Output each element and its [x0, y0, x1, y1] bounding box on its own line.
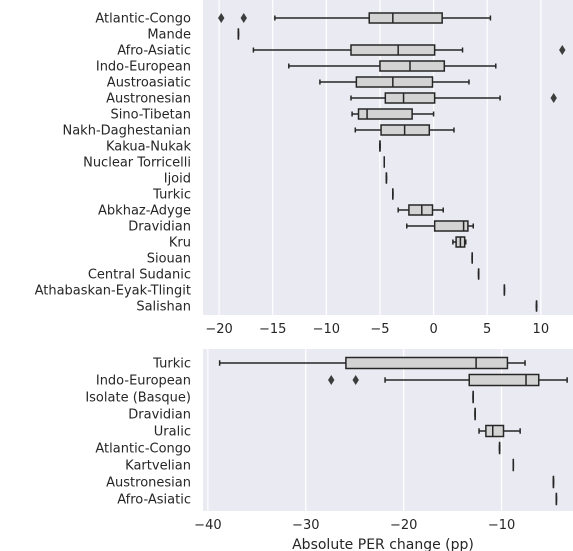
box-nakh-daghestanian	[354, 124, 455, 136]
x-tick-label: −15	[259, 322, 286, 337]
x-tick-label: −20	[390, 518, 417, 533]
category-label: Turkic	[152, 188, 191, 203]
category-label: Turkic	[152, 357, 191, 372]
category-label: Dravidian	[128, 408, 191, 423]
category-label: Ijoid	[164, 172, 191, 187]
x-tick-label: 5	[483, 322, 491, 337]
box-afro-asiatic	[252, 44, 566, 56]
category-label: Salishan	[136, 300, 191, 315]
category-label: Siouan	[147, 252, 191, 267]
category-label: Afro-Asiatic	[117, 493, 191, 508]
category-label: Kartvelian	[125, 459, 191, 474]
x-axis-label: Absolute PER change (pp)	[292, 537, 474, 551]
category-label: Uralic	[154, 425, 191, 440]
x-tick-label: −5	[370, 322, 389, 337]
iqr-box	[357, 108, 413, 120]
outlier-point	[240, 13, 247, 23]
box-kru	[452, 236, 467, 248]
x-tick-label: −10	[313, 322, 340, 337]
outlier-point	[559, 45, 566, 55]
box-sino-tibetan	[351, 108, 435, 120]
category-label: Athabaskan-Eyak-Tlingit	[35, 284, 191, 299]
outlier-point	[328, 375, 335, 385]
x-tick-label: 10	[533, 322, 550, 337]
x-tick-label: −20	[205, 322, 232, 337]
box-abkhaz-adyge	[397, 204, 444, 216]
box-turkic	[218, 356, 526, 370]
category-label: Nuclear Torricelli	[83, 156, 191, 171]
iqr-box	[345, 356, 509, 370]
iqr-box	[350, 44, 436, 56]
box-dravidian	[406, 220, 475, 232]
iqr-box	[384, 92, 436, 104]
iqr-box	[368, 12, 443, 24]
box-indo-european	[288, 60, 497, 72]
category-label: Central Sudanic	[88, 268, 191, 283]
category-label: Austronesian	[106, 92, 191, 107]
iqr-box	[485, 424, 505, 438]
x-tick-label: −10	[488, 518, 515, 533]
box-austroasiatic	[319, 76, 470, 88]
category-label: Abkhaz-Adyge	[98, 204, 191, 219]
category-label: Indo-European	[96, 60, 191, 75]
box-indo-european	[328, 373, 568, 387]
category-label: Austronesian	[106, 476, 191, 491]
top-boxplot-panel: −20 −15 −10 −5 0 5 10 Atlantic-CongoMandeAfro-A…	[35, 0, 573, 337]
category-label: Nakh-Daghestanian	[62, 124, 191, 139]
iqr-box	[379, 60, 446, 72]
bottom-boxplot-panel: −40 −30 −20 −10 Turkic Indo-European Isolate (…	[85, 349, 573, 551]
x-tick-label: −40	[194, 518, 221, 533]
category-label: Mande	[147, 28, 191, 43]
category-label: Kru	[169, 236, 191, 251]
category-label: Isolate (Basque)	[85, 391, 191, 406]
outlier-point	[218, 13, 225, 23]
box-uralic	[478, 424, 521, 438]
iqr-box	[468, 373, 540, 387]
category-label: Sino-Tibetan	[110, 108, 191, 123]
plot-area-background	[203, 349, 573, 511]
category-label: Indo-European	[96, 374, 191, 389]
category-label: Kakua-Nukak	[106, 140, 192, 155]
iqr-box	[433, 220, 469, 232]
outlier-point	[550, 93, 557, 103]
category-label: Atlantic-Congo	[95, 442, 191, 457]
box-atlantic-congo	[218, 12, 492, 24]
box-austronesian	[350, 92, 557, 104]
iqr-box	[355, 76, 434, 88]
outlier-point	[352, 375, 359, 385]
x-tick-label: −30	[292, 518, 319, 533]
category-label: Afro-Asiatic	[117, 44, 191, 59]
category-label: Austroasiatic	[107, 76, 191, 91]
x-tick-label: 0	[429, 322, 437, 337]
category-label: Atlantic-Congo	[95, 12, 191, 27]
iqr-box	[408, 204, 434, 216]
category-label: Dravidian	[128, 220, 191, 235]
